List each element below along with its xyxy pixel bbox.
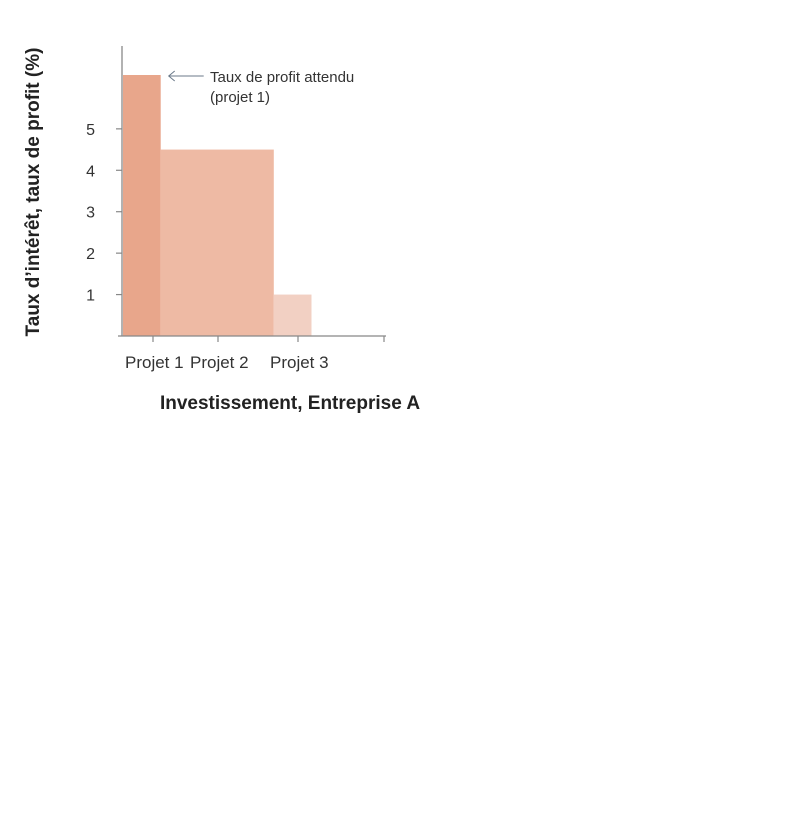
bar-projet-2 xyxy=(160,149,274,336)
bar-projet-3 xyxy=(273,294,312,336)
annotation-line-1: Taux de profit attendu xyxy=(210,69,354,86)
x-tick-label: Projet 2 xyxy=(190,353,249,372)
y-tick-label: 3 xyxy=(86,205,95,222)
annotation: Taux de profit attendu (projet 1) xyxy=(167,69,354,106)
x-tick-label: Projet 3 xyxy=(270,353,329,372)
y-tick-label: 2 xyxy=(86,246,95,263)
ticks-layer: 1 2 3 4 5 Projet 1 Projet 2 Projet 3 xyxy=(86,122,385,372)
bar-projet-1 xyxy=(123,75,161,336)
annotation-arrowhead xyxy=(167,70,176,82)
x-axis-title: Investissement, Entreprise A xyxy=(160,393,420,414)
y-axis-title: Taux d’intérêt, taux de profit (%) xyxy=(23,48,44,337)
annotation-line-2: (projet 1) xyxy=(210,89,270,106)
y-tick-label: 5 xyxy=(86,122,95,139)
y-tick-label: 1 xyxy=(86,288,95,305)
bars-layer xyxy=(123,75,312,336)
x-tick-label: Projet 1 xyxy=(125,353,184,372)
y-tick-label: 4 xyxy=(86,163,95,180)
